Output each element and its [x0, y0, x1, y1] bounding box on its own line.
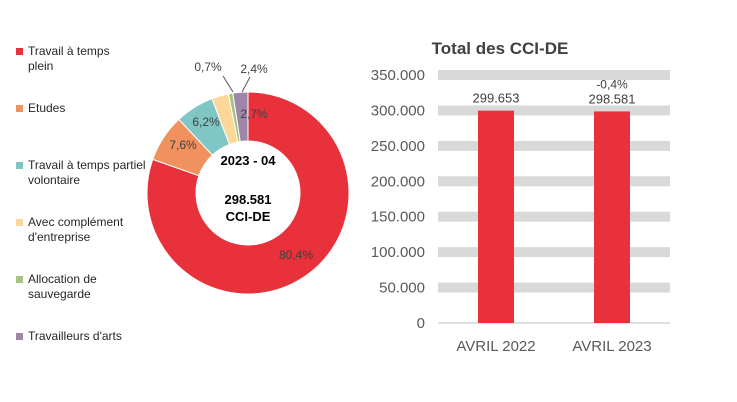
- gridline: [438, 70, 670, 80]
- legend-item-temps-partiel: Travail à temps partiel volontaire: [16, 158, 146, 188]
- donut-labels: 80,4% 7,6% 6,2% 2,7% 0,7% 2,4%: [169, 60, 313, 262]
- legend-item-sauvegarde: Allocation de sauvegarde: [16, 272, 126, 302]
- legend-item-etudes: Etudes: [16, 101, 166, 116]
- legend-label: Travailleurs d'arts: [28, 329, 122, 343]
- donut-center-title: 2023 - 04: [221, 153, 277, 168]
- donut-slice: [232, 91, 249, 143]
- legend-label: Allocation de sauvegarde: [28, 272, 97, 301]
- donut-center-value: 298.581: [225, 192, 272, 207]
- gridline: [438, 247, 670, 258]
- donut-slice-label: 2,7%: [240, 107, 268, 121]
- legend-item-temps-plein: Travail à temps plein: [16, 44, 136, 74]
- donut-slice-label: 0,7%: [194, 60, 222, 74]
- bar: [478, 110, 514, 324]
- legend-swatch: [16, 219, 23, 226]
- y-tick-label: 350.000: [371, 67, 425, 84]
- legend-swatch: [16, 333, 23, 340]
- gridline: [438, 176, 670, 187]
- bar-bars: [478, 110, 630, 324]
- leader-line: [222, 75, 234, 93]
- legend-swatch: [16, 162, 23, 169]
- bar-chart-title: Total des CCI-DE: [432, 39, 569, 58]
- legend-label: Avec complément d'entreprise: [28, 215, 124, 244]
- donut-slice-label: 80,4%: [279, 248, 313, 262]
- legend-item-arts: Travailleurs d'arts: [16, 329, 166, 344]
- donut-slices: [146, 91, 350, 295]
- legend-swatch: [16, 48, 23, 55]
- legend-label: Etudes: [28, 101, 66, 115]
- y-tick-label: 50.000: [379, 280, 425, 297]
- bar-x-tick-labels: AVRIL 2022 AVRIL 2023: [456, 338, 651, 355]
- gridline: [438, 282, 670, 293]
- y-tick-label: 250.000: [371, 138, 425, 155]
- x-tick-label: AVRIL 2022: [456, 338, 535, 355]
- y-tick-label: 150.000: [371, 209, 425, 226]
- legend-swatch: [16, 276, 23, 283]
- y-tick-label: 200.000: [371, 173, 425, 190]
- donut-slice: [146, 91, 350, 295]
- gridline: [438, 211, 670, 222]
- y-tick-label: 0: [417, 315, 425, 332]
- bar: [594, 111, 630, 323]
- bar-value-label: 299.653: [473, 91, 520, 106]
- x-tick-label: AVRIL 2023: [572, 338, 651, 355]
- gridline: [438, 140, 670, 151]
- bar-change-label: -0,4%: [596, 77, 628, 91]
- legend-item-complement: Avec complément d'entreprise: [16, 215, 146, 245]
- bar-y-tick-labels: 0 50.000 100.000 150.000 200.000 250.000 300.0…: [371, 67, 425, 332]
- legend-swatch: [16, 105, 23, 112]
- y-tick-label: 300.000: [371, 102, 425, 119]
- y-tick-label: 100.000: [371, 244, 425, 261]
- legend-label: Travail à temps partiel volontaire: [28, 158, 146, 187]
- donut-slice-label: 2,4%: [240, 62, 268, 76]
- donut-center-unit: CCI-DE: [226, 209, 271, 224]
- gridline: [438, 105, 670, 116]
- bar-gridlines: [438, 70, 670, 324]
- bar-value-label: 298.581: [589, 91, 636, 106]
- donut-slice-label: 6,2%: [192, 115, 220, 129]
- donut-slice-label: 7,6%: [169, 138, 197, 152]
- leader-line: [241, 76, 251, 93]
- legend-label: Travail à temps plein: [28, 44, 110, 73]
- bar-data-labels: 299.653 298.581: [473, 91, 636, 107]
